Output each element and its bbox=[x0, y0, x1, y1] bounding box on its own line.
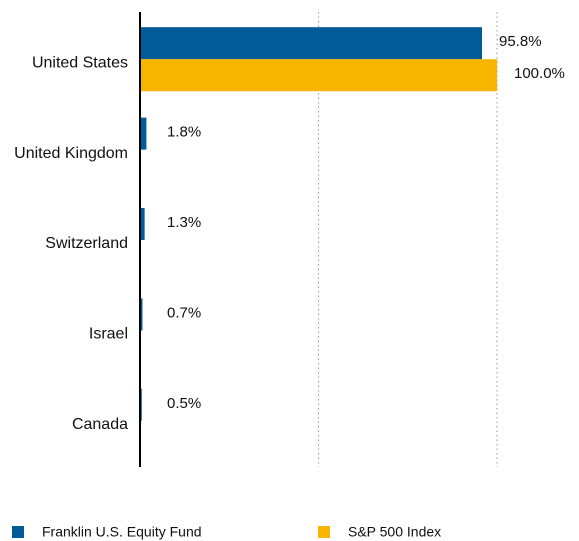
bar bbox=[140, 27, 483, 60]
bar bbox=[140, 208, 145, 240]
bar bbox=[140, 117, 147, 150]
category-label: United Kingdom bbox=[14, 145, 128, 162]
category-label: United States bbox=[32, 54, 128, 71]
value-label: 0.5% bbox=[167, 395, 201, 412]
legend-label: S&P 500 Index bbox=[348, 524, 441, 540]
category-label: Israel bbox=[89, 326, 128, 343]
bar bbox=[140, 59, 497, 92]
value-label: 100.0% bbox=[514, 65, 565, 82]
bar bbox=[140, 298, 143, 331]
value-label: 1.3% bbox=[167, 214, 201, 231]
value-label: 95.8% bbox=[499, 33, 542, 50]
category-label: Switzerland bbox=[45, 235, 128, 252]
legend-label: Franklin U.S. Equity Fund bbox=[42, 524, 202, 540]
legend-swatch bbox=[12, 526, 24, 538]
category-label: Canada bbox=[72, 416, 128, 433]
legend-swatch bbox=[318, 526, 330, 538]
value-label: 1.8% bbox=[167, 124, 201, 141]
value-label: 0.7% bbox=[167, 304, 201, 321]
